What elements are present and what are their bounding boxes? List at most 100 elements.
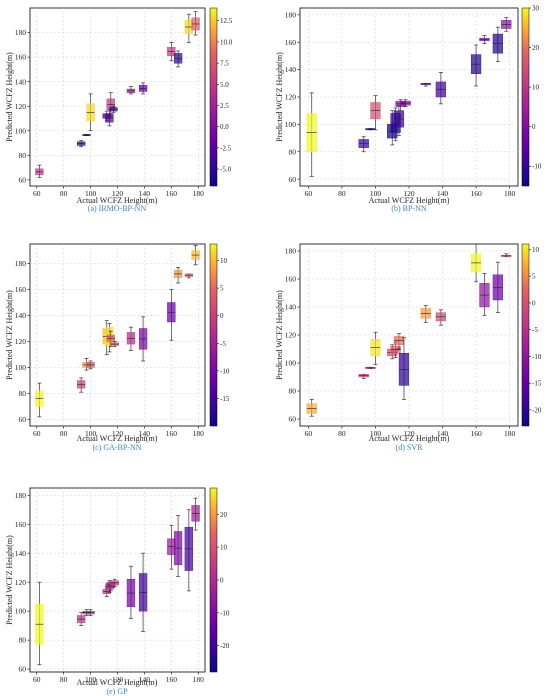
x-tick-label: 180 [193, 675, 205, 684]
x-tick-label: 60 [33, 189, 41, 198]
y-tick-label: 160 [285, 275, 297, 284]
colorbar [209, 7, 218, 187]
x-tick-label: 140 [437, 429, 449, 438]
y-tick-label: 160 [15, 53, 27, 62]
x-tick-label: 180 [504, 189, 516, 198]
colorbar-tick-label: 20 [532, 44, 540, 52]
x-tick-label: 180 [504, 429, 516, 438]
colorbar-tick-label: 7.5 [220, 60, 229, 68]
x-tick-label: 180 [193, 189, 205, 198]
x-axis-label: Actual WCFZ Height(m) [77, 196, 158, 205]
colorbar-tick-label: -15 [532, 380, 542, 388]
colorbar [521, 243, 530, 427]
x-tick-label: 140 [139, 675, 151, 684]
y-tick-label: 60 [289, 175, 297, 184]
colorbar-tick-label: 10 [220, 257, 228, 265]
y-axis-label: Predicted WCFZ Height(m) [5, 290, 14, 380]
colorbar-tick-label: 10.0 [220, 38, 233, 46]
x-tick-label: 140 [139, 189, 151, 198]
x-tick-label: 160 [470, 429, 482, 438]
y-tick-label: 180 [15, 491, 27, 500]
colorbar-tick-label: -15 [220, 395, 230, 403]
colorbar-tick-label: -5 [220, 340, 226, 348]
x-tick-label: 120 [112, 189, 124, 198]
colorbar-tick-label: 12.5 [220, 17, 233, 25]
colorbar-tick-label: -5 [532, 326, 538, 334]
x-tick-label: 140 [139, 429, 151, 438]
y-tick-label: 140 [285, 65, 297, 74]
colorbar-tick-label: 30 [532, 5, 540, 13]
panel-a: 60 80 100 120 140 160 180 60 80 100 120 140 160 180 A… [5, 7, 233, 213]
y-tick-label: 80 [289, 147, 297, 156]
y-axis-label: Predicted WCFZ Height(m) [275, 52, 284, 142]
colorbar-tick-label: 5 [220, 285, 224, 293]
x-tick-label: 100 [85, 675, 97, 684]
panel-caption: (c) GA-BP-NN [92, 443, 141, 452]
x-tick-label: 100 [370, 429, 382, 438]
x-tick-label: 140 [437, 189, 449, 198]
colorbar [521, 7, 530, 187]
y-tick-label: 120 [15, 578, 27, 587]
y-tick-label: 100 [285, 359, 297, 368]
y-tick-label: 160 [15, 285, 27, 294]
panel-caption: (a) IRMO-BP-NN [88, 204, 147, 213]
x-tick-label: 180 [193, 429, 205, 438]
colorbar-tick-label: 20 [220, 511, 228, 519]
x-tick-label: 100 [370, 189, 382, 198]
x-tick-label: 120 [403, 429, 415, 438]
y-tick-label: 60 [19, 175, 27, 184]
y-tick-label: 100 [285, 120, 297, 129]
x-tick-label: 160 [166, 429, 178, 438]
x-axis-label: Actual WCFZ Height(m) [77, 678, 158, 687]
y-tick-label: 140 [15, 77, 27, 86]
y-tick-label: 140 [15, 311, 27, 320]
y-tick-label: 120 [15, 102, 27, 111]
colorbar-tick-label: -10 [532, 163, 542, 171]
colorbar-tick-label: -2.5 [220, 144, 232, 152]
colorbar [209, 487, 218, 673]
x-tick-label: 80 [338, 189, 346, 198]
y-axis-label: Predicted WCFZ Height(m) [5, 535, 14, 625]
x-tick-label: 100 [85, 189, 97, 198]
colorbar-tick-label: 10 [532, 84, 540, 92]
colorbar-tick-label: 5 [532, 273, 536, 281]
y-tick-label: 120 [15, 337, 27, 346]
x-tick-label: 120 [112, 675, 124, 684]
x-tick-label: 60 [305, 429, 313, 438]
colorbar-tick-label: 0 [220, 577, 224, 585]
y-tick-label: 80 [289, 387, 297, 396]
panel-caption: (e) GP [106, 687, 128, 696]
colorbar-tick-label: -20 [532, 406, 542, 414]
colorbar-tick-label: 2.5 [220, 102, 229, 110]
y-tick-label: 100 [15, 363, 27, 372]
x-tick-label: 80 [60, 429, 68, 438]
colorbar-tick-label: 0.0 [220, 123, 229, 131]
x-tick-label: 60 [33, 675, 41, 684]
y-tick-label: 80 [19, 636, 27, 645]
y-tick-label: 180 [285, 10, 297, 19]
colorbar-tick-label: -5.0 [220, 166, 232, 174]
colorbar-tick-label: 5.0 [220, 81, 229, 89]
y-tick-label: 180 [285, 247, 297, 256]
x-tick-label: 80 [60, 675, 68, 684]
colorbar-tick-label: 0 [220, 312, 224, 320]
colorbar-tick-label: -10 [220, 367, 230, 375]
y-axis-label: Predicted WCFZ Height(m) [5, 52, 14, 142]
y-tick-label: 80 [19, 389, 27, 398]
y-tick-label: 60 [289, 415, 297, 424]
panel-caption: (b) BP-NN [391, 204, 427, 213]
y-tick-label: 160 [285, 38, 297, 47]
y-tick-label: 60 [19, 415, 27, 424]
x-tick-label: 60 [33, 429, 41, 438]
y-tick-label: 160 [15, 520, 27, 529]
y-tick-label: 180 [15, 259, 27, 268]
x-tick-label: 60 [305, 189, 313, 198]
colorbar-tick-label: 10 [220, 544, 228, 552]
x-axis-label: Actual WCFZ Height(m) [369, 196, 450, 205]
y-axis-label: Predicted WCFZ Height(m) [275, 290, 284, 380]
y-tick-label: 140 [15, 549, 27, 558]
colorbar-tick-label: -10 [220, 609, 230, 617]
